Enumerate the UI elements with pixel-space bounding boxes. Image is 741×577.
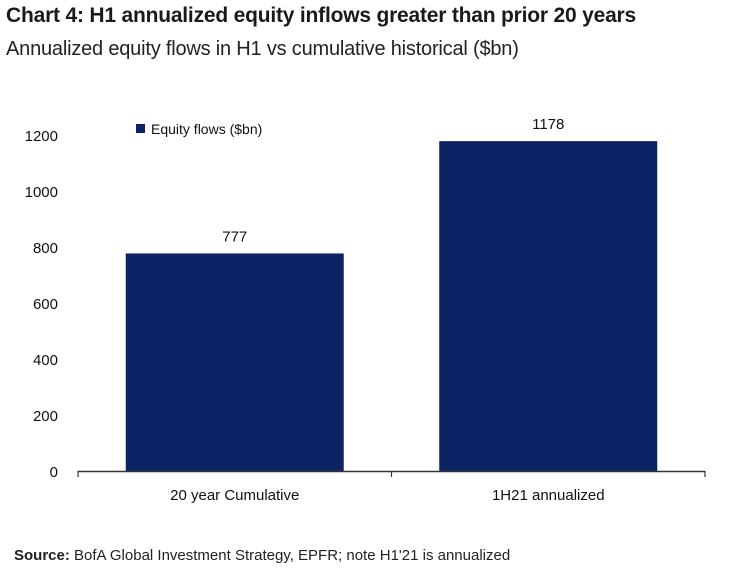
y-tick-label: 1000 [25,184,58,201]
bars: 777 1178 [125,116,658,471]
x-tick-label: 1H21 annualized [492,487,605,504]
y-tick-label: 600 [33,296,58,313]
bar [125,253,344,471]
chart-subtitle: Annualized equity flows in H1 vs cumulat… [6,38,519,60]
y-tick-label: 400 [33,352,58,369]
y-tick-label: 800 [33,240,58,257]
chart-title: Chart 4: H1 annualized equity inflows gr… [6,4,637,27]
x-tick-label: 20 year Cumulative [170,487,299,504]
source-note: Source: BofA Global Investment Strategy,… [14,547,510,564]
data-label: 777 [222,228,247,245]
y-axis: 0 200 400 600 800 1000 1200 [25,128,58,481]
y-tick-label: 1200 [25,128,58,145]
source-label: Source: [14,547,70,564]
y-tick-label: 200 [33,408,58,425]
y-tick-label: 0 [50,464,58,481]
x-axis: 20 year Cumulative 1H21 annualized [77,471,706,504]
source-text: BofA Global Investment Strategy, EPFR; n… [74,547,511,564]
legend-swatch [136,124,145,133]
bar [439,141,658,471]
legend: Equity flows ($bn) [136,121,262,137]
legend-label: Equity flows ($bn) [151,121,262,137]
data-label: 1178 [532,116,564,133]
bar-chart: 0 200 400 600 800 1000 1200 777 1178 20 year Cu… [25,116,706,504]
